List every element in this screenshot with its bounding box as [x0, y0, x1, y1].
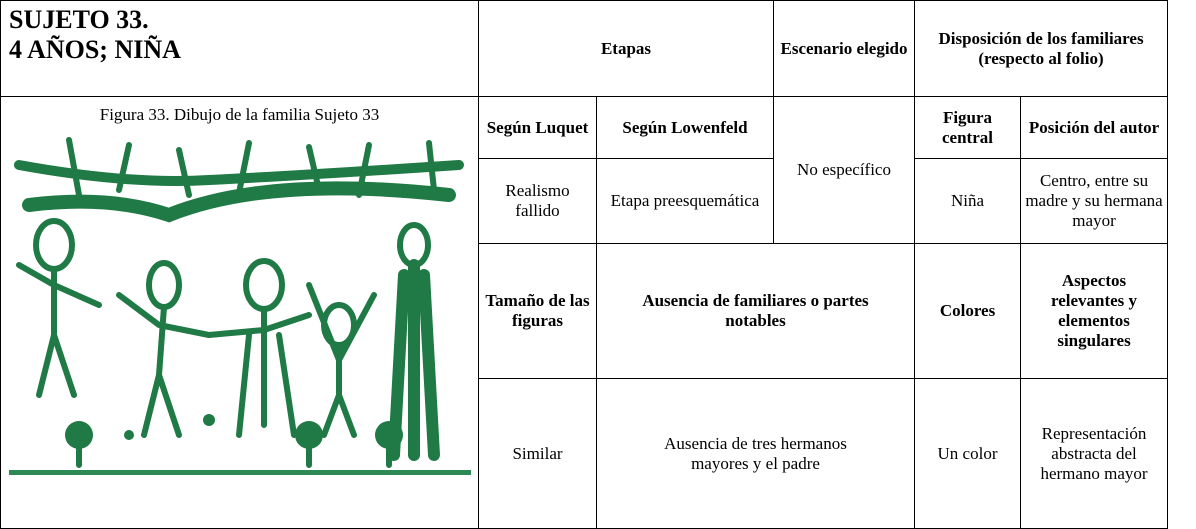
cell: Similar [478, 378, 597, 529]
header-text: Aspectos relevantes y elementos singular… [1050, 271, 1138, 350]
record-table: SUJETO 33. 4 AÑOS; NIÑA Etapas Escenario … [0, 0, 1169, 529]
cell-text: Representación abstracta del hermano may… [1040, 423, 1148, 483]
cell: Colores [914, 243, 1022, 379]
cell: Representación abstracta del hermano may… [1020, 378, 1169, 529]
cell: Un color [914, 378, 1022, 529]
cell: Según Luquet [478, 96, 597, 159]
header-text: Figura central [942, 107, 993, 147]
cell-text: Realismo fallido [505, 181, 570, 220]
cell: Ausencia de tres hermanos mayores y el p… [595, 378, 916, 529]
header-text: Disposición de los familiares [938, 28, 1144, 48]
cell: Aspectos relevantes y elementos singular… [1020, 243, 1169, 379]
drawing [8, 137, 471, 475]
cell-text: Etapa preesquemática [610, 191, 760, 210]
header-text: Ausencia de familiares o partes notables [642, 291, 869, 330]
header-text: (respecto al folio) [978, 48, 1104, 68]
cell: Realismo fallido [478, 158, 597, 244]
header-text: Etapas [600, 38, 652, 58]
figure-cell: Figura 33. Dibujo de la familia Sujeto 3… [0, 96, 479, 529]
caption: Figura 33. Dibujo de la familia Sujeto 3… [99, 105, 380, 124]
cell: Tamaño de las figuras [478, 243, 597, 379]
cell: No específico [773, 96, 916, 244]
cell-text: Un color [937, 443, 998, 463]
header-text: Según Lowenfeld [622, 117, 748, 137]
cell: Ausencia de familiares o partes notables [595, 243, 916, 379]
cell-text: Centro, entre su madre y su hermana mayo… [1025, 171, 1163, 230]
header-text: Posición del autor [1028, 117, 1160, 137]
header-text: Colores [939, 301, 996, 320]
header-text: Tamaño de las figuras [485, 291, 590, 330]
header-text: Escenario elegido [780, 38, 908, 58]
title: SUJETO 33. [9, 5, 149, 34]
cell: Según Lowenfeld [595, 96, 775, 159]
cell: Etapa preesquemática [595, 158, 775, 244]
title-cell: SUJETO 33. 4 AÑOS; NIÑA [0, 0, 479, 97]
cell: Centro, entre su madre y su hermana mayo… [1020, 158, 1169, 244]
title: 4 AÑOS; NIÑA [9, 35, 181, 64]
header-text: Según Luquet [486, 117, 589, 137]
cell-text: Niña [950, 191, 985, 210]
cell-text: Similar [512, 443, 563, 463]
cell: Posición del autor [1020, 96, 1169, 159]
cell-text: No específico [797, 160, 891, 179]
cell: Niña [914, 158, 1022, 244]
cell: Etapas [477, 0, 775, 97]
cell-text: Ausencia de tres hermanos mayores y el p… [664, 433, 847, 473]
cell: Figura central [914, 96, 1022, 159]
cell: Disposición de los familiares (respecto a… [914, 0, 1169, 97]
cell: Escenario elegido [773, 0, 916, 97]
